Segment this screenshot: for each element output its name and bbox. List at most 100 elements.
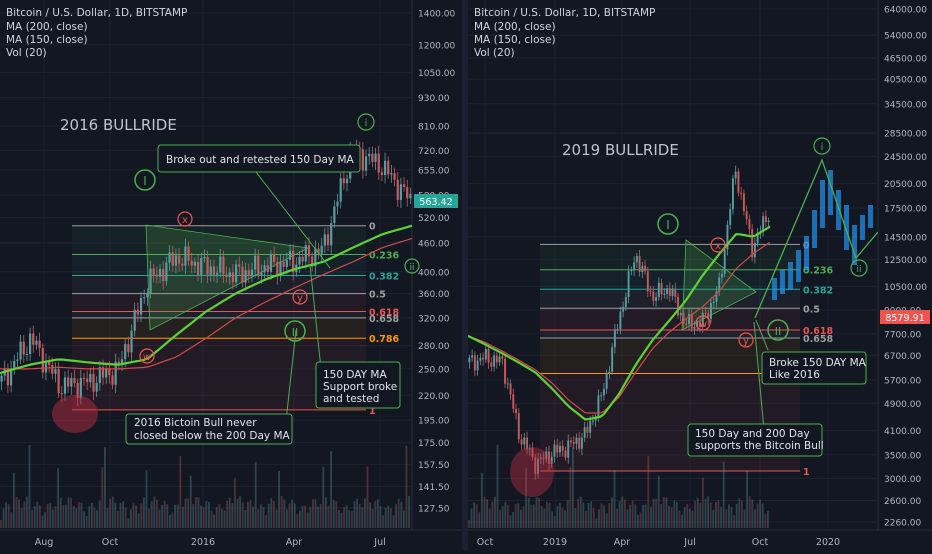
breakout-callout-text: Broke out and retested 150 Day MA [166, 154, 355, 166]
candle-body [73, 377, 76, 383]
volume-bar [387, 505, 390, 528]
fib-label: 0.236 [803, 266, 833, 277]
volume-bar [192, 504, 195, 528]
left-wave-II-marker: II [284, 320, 306, 342]
candle-body [57, 368, 60, 394]
candle-body [76, 382, 79, 399]
volume-bar [468, 520, 470, 528]
time-tick-label: Apr [286, 537, 303, 548]
volume-bar [538, 497, 540, 528]
volume-bar [153, 496, 156, 528]
candle-body [209, 266, 212, 275]
candle-body [124, 344, 127, 360]
candle-body [38, 340, 41, 348]
candle-body [699, 321, 701, 327]
volume-bar [54, 506, 57, 528]
right-wave-i-circle [813, 137, 831, 155]
volume-bar [96, 510, 98, 528]
volume-bar [338, 509, 340, 528]
volume-bar [374, 500, 377, 528]
candle-body [13, 360, 16, 369]
left-indicator-ma150[interactable]: MA (150, close) [6, 34, 88, 46]
volume-bar [291, 499, 293, 528]
volume-bar [650, 506, 652, 528]
candle-body [622, 307, 625, 312]
fib-label: 0.618 [803, 326, 833, 337]
candle-body [288, 250, 292, 260]
volume-bar [327, 505, 330, 528]
candle-body [567, 440, 570, 458]
volume-bar [683, 507, 686, 528]
candle-body [677, 296, 679, 316]
volume-bar [7, 504, 10, 528]
volume-bar [470, 508, 473, 528]
right-time-axis[interactable]: Oct 2019 Apr Jul Oct 2020 [477, 537, 840, 548]
candle-body [762, 216, 765, 232]
volume-bar [535, 497, 538, 528]
left-wave-w-label: w [143, 352, 151, 363]
volume-bar [236, 498, 239, 528]
candle-body [556, 444, 559, 453]
volume-bar [616, 508, 618, 528]
volume-bar [481, 472, 483, 528]
volume-bar [473, 502, 475, 528]
volume-bar [704, 498, 707, 528]
volume-bar [5, 502, 7, 528]
candle-body [276, 261, 279, 277]
volume-bar [733, 514, 735, 528]
candle-body [25, 353, 29, 355]
candle-body [498, 356, 501, 363]
volume-bar [743, 509, 746, 528]
right-wave-II-circle [767, 319, 789, 341]
right-price-axis[interactable]: 64000.00 54000.00 46500.00 40500.00 34500.00… [884, 6, 927, 529]
volume-bar [205, 500, 208, 528]
volume-bar [548, 502, 551, 528]
volume-bar [234, 477, 236, 528]
volume-bar [166, 504, 169, 528]
candle-body [152, 268, 155, 275]
candle-body [473, 355, 476, 371]
price-tick-label: 20500.00 [884, 180, 927, 190]
fib-label: 0.236 [369, 250, 399, 261]
right-wave-w-circle [695, 315, 711, 331]
breakout-callout-pointer [255, 171, 331, 269]
volume-bar [231, 502, 234, 528]
volume-bar [525, 468, 527, 528]
candle-body [704, 312, 707, 314]
candle-body [390, 173, 393, 175]
left-wave-ii-label: ii [409, 263, 414, 273]
volume-bar [496, 444, 499, 528]
candle-body [515, 408, 518, 414]
volume-bar [611, 497, 613, 528]
volume-bar [252, 506, 254, 528]
candle-body [630, 270, 633, 272]
time-tick-label: 2019 [543, 537, 567, 548]
candle-body [638, 255, 641, 272]
candle-body [569, 440, 572, 443]
candle-body [523, 437, 526, 445]
left-indicator-ma200[interactable]: MA (200, close) [6, 21, 88, 33]
candle-body [0, 375, 3, 382]
right-indicator-ma150[interactable]: MA (150, close) [474, 34, 556, 46]
right-indicator-vol[interactable]: Vol (20) [474, 47, 515, 59]
candle-body [184, 246, 187, 266]
time-tick-label: Oct [477, 537, 494, 548]
candle-body [602, 388, 605, 396]
right-wave-I-marker: I [657, 213, 679, 235]
right-indicator-ma200[interactable]: MA (200, close) [474, 21, 556, 33]
volume-bar [660, 504, 663, 528]
volume-bar [491, 501, 494, 528]
volume-bar [642, 504, 644, 528]
right-wave-ii-circle [850, 259, 868, 277]
left-time-axis[interactable]: Aug Oct 2016 Apr Jul [35, 537, 386, 548]
left-title: Bitcoin / U.S. Dollar, 1D, BITSTAMP [6, 7, 187, 19]
volume-bar [343, 506, 345, 528]
volume-bar [44, 512, 46, 528]
left-wave-ii-marker: ii [404, 258, 420, 274]
volume-bar [569, 467, 572, 528]
volume-bar [728, 504, 730, 528]
right-price-tag-bg [880, 310, 930, 324]
left-indicator-vol[interactable]: Vol (20) [6, 47, 47, 59]
right-wave-x-marker: x [710, 237, 726, 253]
candle-body [553, 444, 556, 457]
